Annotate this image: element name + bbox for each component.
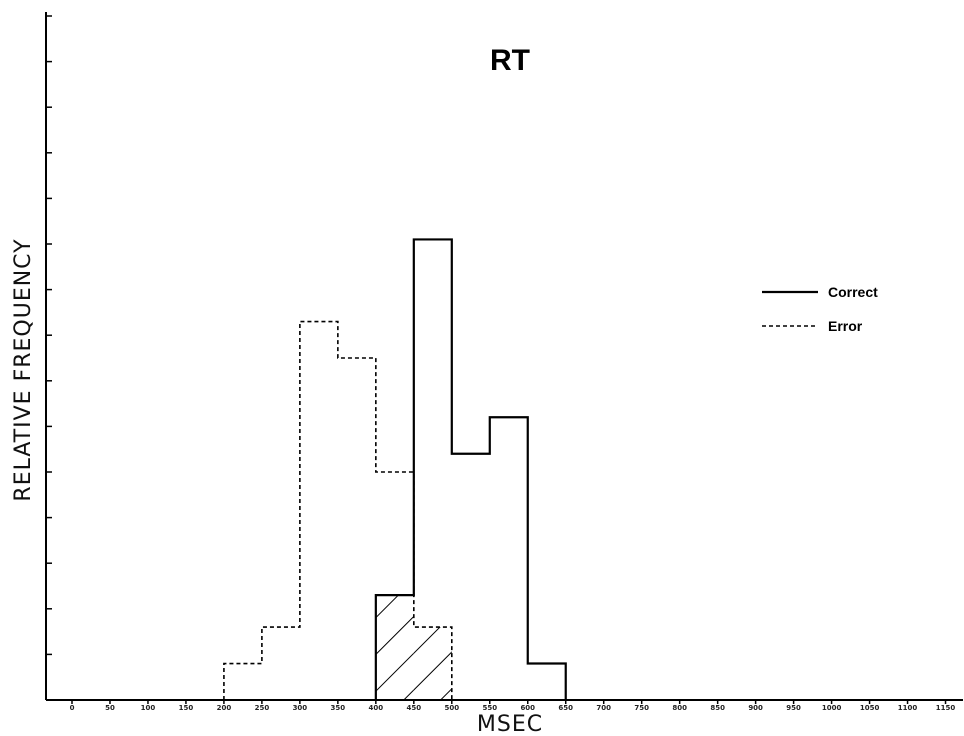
x-tick-label: 50 bbox=[105, 704, 115, 712]
x-tick-label: 100 bbox=[141, 704, 156, 712]
bar-error bbox=[414, 627, 452, 700]
x-tick-label: 1150 bbox=[936, 704, 956, 712]
x-tick-label: 950 bbox=[786, 704, 801, 712]
x-tick-label: 1050 bbox=[860, 704, 880, 712]
x-tick-label: 1100 bbox=[898, 704, 918, 712]
x-tick-label: 350 bbox=[331, 704, 346, 712]
bar-correct bbox=[528, 664, 566, 700]
x-axis-title: MSEC bbox=[477, 712, 543, 736]
x-tick-label: 850 bbox=[710, 704, 725, 712]
x-tick-label: 800 bbox=[672, 704, 687, 712]
bar-error bbox=[224, 664, 262, 700]
axes: 0 50 100 150 200 250 300 350 400 450 500 550 600 650 7… bbox=[45, 12, 963, 712]
bar-correct bbox=[452, 454, 490, 700]
x-tick-label: 400 bbox=[369, 704, 384, 712]
x-tick-label: 1000 bbox=[822, 704, 842, 712]
bar-correct bbox=[490, 417, 528, 700]
series-layer bbox=[223, 238, 567, 700]
x-tick-label: 0 bbox=[70, 704, 75, 712]
legend-label-correct: Correct bbox=[828, 284, 878, 300]
x-tick-label: 200 bbox=[217, 704, 232, 712]
x-tick-label: 650 bbox=[558, 704, 573, 712]
x-tick-label: 150 bbox=[179, 704, 194, 712]
series-error-histogram bbox=[223, 320, 453, 700]
x-tick-label: 550 bbox=[482, 704, 497, 712]
bar-error bbox=[376, 472, 414, 700]
x-tick-label: 450 bbox=[407, 704, 422, 712]
x-tick-label: 300 bbox=[293, 704, 308, 712]
overlap-hatch-bin bbox=[413, 627, 452, 700]
chart-title: RT bbox=[490, 44, 530, 77]
x-tick-label: 500 bbox=[444, 704, 459, 712]
overlap-hatch-bin bbox=[375, 595, 414, 700]
x-tick-label: 600 bbox=[520, 704, 535, 712]
bar-error bbox=[300, 322, 338, 700]
bar-error bbox=[338, 358, 376, 700]
overlap-hatch-region bbox=[375, 595, 452, 700]
legend-label-error: Error bbox=[828, 318, 863, 334]
x-tick-label: 750 bbox=[634, 704, 649, 712]
x-tick-label: 250 bbox=[255, 704, 270, 712]
x-tick-label: 700 bbox=[596, 704, 611, 712]
series-correct-histogram bbox=[374, 238, 567, 700]
bar-error bbox=[262, 627, 300, 700]
legend: Correct Error bbox=[762, 284, 878, 334]
y-axis-title: RELATIVE FREQUENCY bbox=[11, 238, 36, 501]
x-tick-label: 900 bbox=[748, 704, 763, 712]
